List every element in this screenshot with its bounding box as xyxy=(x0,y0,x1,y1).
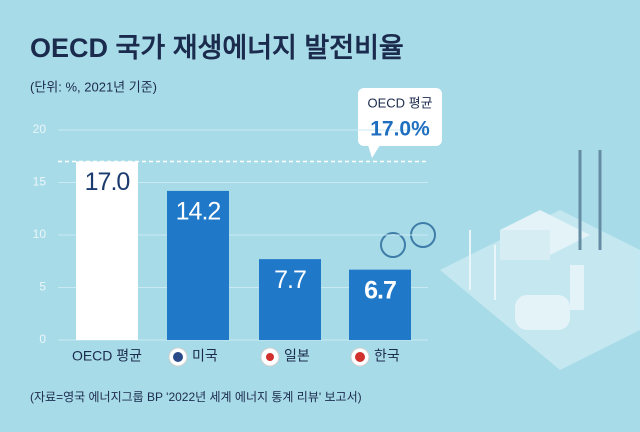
bar xyxy=(259,259,321,340)
x-tick-label: OECD 평균 xyxy=(72,348,142,364)
callout-value: 17.0% xyxy=(370,118,430,141)
value-label: 14.2 xyxy=(176,198,221,226)
callout-name: OECD 평균 xyxy=(367,95,432,110)
flag-icon xyxy=(355,352,365,362)
y-tick-label: 15 xyxy=(33,175,47,189)
x-tick-label: 미국 xyxy=(192,348,218,364)
source: (자료=영국 에너지그룹 BP '2022년 세계 에너지 통계 리뷰' 보고서… xyxy=(30,390,362,404)
value-label: 7.7 xyxy=(274,266,306,294)
flag-icon xyxy=(173,352,183,362)
x-tick-label: 한국 xyxy=(374,348,400,364)
callout xyxy=(358,88,442,158)
bar xyxy=(76,161,138,340)
bar xyxy=(349,269,411,340)
y-tick-label: 5 xyxy=(39,280,46,294)
y-tick-label: 10 xyxy=(33,227,47,241)
bar xyxy=(167,190,229,340)
y-tick-label: 20 xyxy=(33,122,47,136)
chart-title: OECD 국가 재생에너지 발전비율 xyxy=(30,33,404,63)
value-label: 6.7 xyxy=(364,276,396,304)
x-tick-label: 일본 xyxy=(284,348,310,364)
flag-icon xyxy=(266,353,274,361)
illustration xyxy=(380,150,640,370)
subtitle: (단위: %, 2021년 기준) xyxy=(30,79,157,94)
value-label: 17.0 xyxy=(85,168,130,196)
y-tick-label: 0 xyxy=(39,332,46,346)
